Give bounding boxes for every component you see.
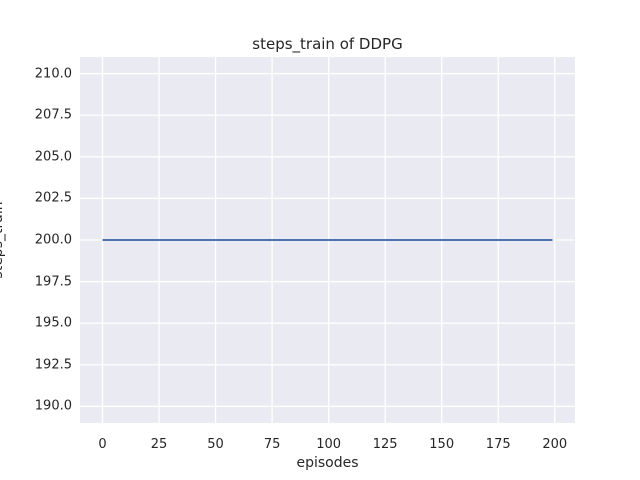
x-tick-label: 200 [542, 437, 568, 452]
y-tick-label: 192.5 [34, 357, 72, 373]
chart-title: steps_train of DDPG [252, 35, 403, 53]
x-axis-label: episodes [296, 455, 359, 471]
x-tick-label: 100 [316, 437, 342, 452]
y-tick-label: 200.0 [34, 232, 72, 248]
plot-area [80, 57, 575, 423]
x-tick-label: 50 [207, 437, 224, 452]
y-axis-label: steps_train [0, 201, 6, 279]
y-tick-label: 210.0 [34, 66, 72, 82]
y-tick-label: 197.5 [34, 274, 72, 290]
y-tick-label: 190.0 [34, 398, 72, 414]
x-tick-label: 125 [372, 437, 398, 452]
y-tick-label: 207.5 [34, 107, 72, 123]
x-tick-label: 0 [98, 437, 107, 452]
y-tick-label: 205.0 [34, 149, 72, 165]
plot-canvas [80, 57, 575, 423]
x-tick-label: 175 [485, 437, 511, 452]
y-tick-label: 202.5 [34, 190, 72, 206]
x-tick-label: 25 [150, 437, 168, 452]
x-tick-label: 150 [429, 437, 455, 452]
y-tick-label: 195.0 [34, 315, 72, 331]
x-tick-label: 75 [263, 437, 281, 452]
